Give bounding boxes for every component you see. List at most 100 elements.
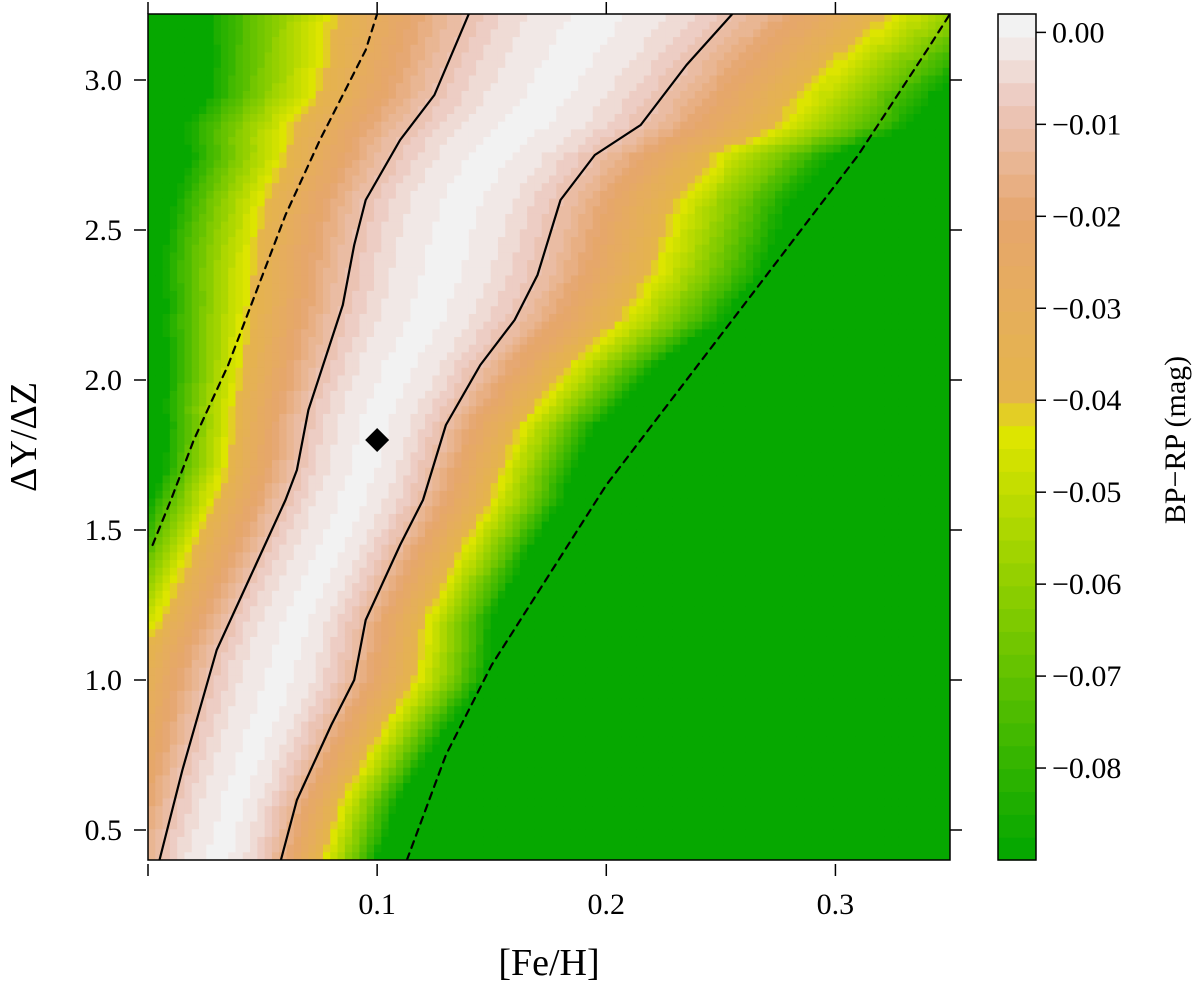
heatmap-cell	[446, 67, 455, 77]
heatmap-cell	[177, 106, 186, 115]
heatmap-cell	[352, 744, 361, 753]
heatmap-cell	[359, 606, 368, 615]
heatmap-cell	[468, 29, 477, 38]
heatmap-cell	[410, 175, 419, 184]
heatmap-cell	[191, 252, 200, 261]
heatmap-cell	[206, 375, 215, 384]
heatmap-cell	[337, 521, 346, 530]
heatmap-cell	[344, 567, 353, 577]
heatmap-cell	[286, 567, 295, 577]
heatmap-cell	[330, 506, 339, 515]
heatmap-cell	[257, 790, 266, 800]
heatmap-cell	[257, 183, 266, 192]
heatmap-cell	[301, 483, 309, 492]
heatmap-cell	[476, 98, 484, 107]
heatmap-cell	[220, 413, 229, 423]
heatmap-cell	[206, 90, 215, 100]
heatmap-cell	[199, 783, 207, 792]
heatmap-cell	[191, 813, 200, 823]
heatmap-cell	[417, 375, 426, 384]
heatmap-cell	[271, 744, 280, 753]
heatmap-cell	[213, 206, 222, 215]
heatmap-cell	[410, 636, 419, 646]
heatmap-cell	[148, 367, 156, 377]
heatmap-cell	[337, 229, 346, 238]
heatmap-cell	[344, 221, 353, 230]
heatmap-cell	[177, 52, 186, 61]
heatmap-cell	[271, 221, 280, 230]
heatmap-cell	[184, 652, 193, 661]
heatmap-cell	[242, 644, 251, 653]
heatmap-cell	[374, 98, 382, 107]
heatmap-cell	[169, 375, 178, 384]
heatmap-cell	[264, 475, 273, 484]
heatmap-cell	[468, 744, 477, 753]
heatmap-cell	[395, 560, 404, 569]
heatmap-cell	[162, 298, 171, 307]
heatmap-cell	[417, 490, 426, 500]
heatmap-cell	[417, 521, 426, 530]
heatmap-cell	[344, 252, 353, 261]
heatmap-cell	[439, 590, 448, 600]
heatmap-cell	[366, 536, 375, 546]
heatmap-cell	[206, 783, 215, 792]
heatmap-cell	[330, 29, 339, 38]
heatmap-cell	[410, 421, 419, 430]
heatmap-cell	[191, 498, 200, 507]
heatmap-cell	[242, 190, 251, 200]
heatmap-cell	[395, 798, 404, 807]
heatmap-cell	[286, 660, 295, 669]
heatmap-cell	[425, 483, 433, 492]
heatmap-cell	[476, 267, 484, 277]
heatmap-cell	[330, 237, 339, 246]
heatmap-cell	[446, 267, 455, 277]
heatmap-cell	[184, 113, 193, 123]
heatmap-cell	[250, 367, 258, 377]
heatmap-cell	[417, 513, 426, 523]
heatmap-cell	[148, 683, 156, 692]
heatmap-cell	[344, 475, 353, 484]
heatmap-cell	[337, 267, 346, 277]
heatmap-cell	[374, 644, 382, 653]
heatmap-cell	[301, 37, 309, 46]
heatmap-cell	[359, 44, 368, 54]
heatmap-cell	[308, 621, 317, 630]
heatmap-cell	[468, 244, 477, 254]
heatmap-cell	[388, 713, 397, 723]
heatmap-cell	[191, 198, 200, 207]
heatmap-cell	[439, 736, 448, 746]
heatmap-cell	[439, 475, 448, 484]
heatmap-cell	[293, 129, 302, 138]
heatmap-cell	[169, 660, 178, 669]
heatmap-cell	[432, 521, 441, 530]
heatmap-cell	[381, 675, 390, 684]
heatmap-cell	[177, 560, 186, 569]
heatmap-cell	[425, 667, 433, 677]
heatmap-cell	[417, 560, 426, 569]
heatmap-cell	[359, 660, 368, 669]
heatmap-cell	[330, 536, 339, 546]
heatmap-cell	[250, 621, 258, 630]
heatmap-cell	[264, 29, 273, 38]
heatmap-cell	[155, 367, 164, 377]
heatmap-cell	[293, 60, 302, 69]
heatmap-cell	[366, 52, 375, 61]
heatmap-cell	[359, 560, 368, 569]
heatmap-cell	[410, 190, 419, 200]
heatmap-cell	[439, 83, 448, 92]
heatmap-cell	[403, 106, 412, 115]
heatmap-cell	[155, 467, 164, 477]
heatmap-cell	[461, 529, 470, 538]
heatmap-cell	[213, 29, 222, 38]
heatmap-cell	[344, 806, 353, 815]
heatmap-cell	[257, 506, 266, 515]
heatmap-cell	[446, 836, 455, 846]
heatmap-cell	[169, 283, 178, 292]
heatmap-cell	[191, 513, 200, 523]
heatmap-cell	[454, 683, 463, 692]
heatmap-cell	[220, 144, 229, 154]
heatmap-cell	[293, 452, 302, 461]
heatmap-cell	[301, 329, 309, 338]
heatmap-cell	[250, 437, 258, 446]
heatmap-cell	[315, 421, 324, 430]
